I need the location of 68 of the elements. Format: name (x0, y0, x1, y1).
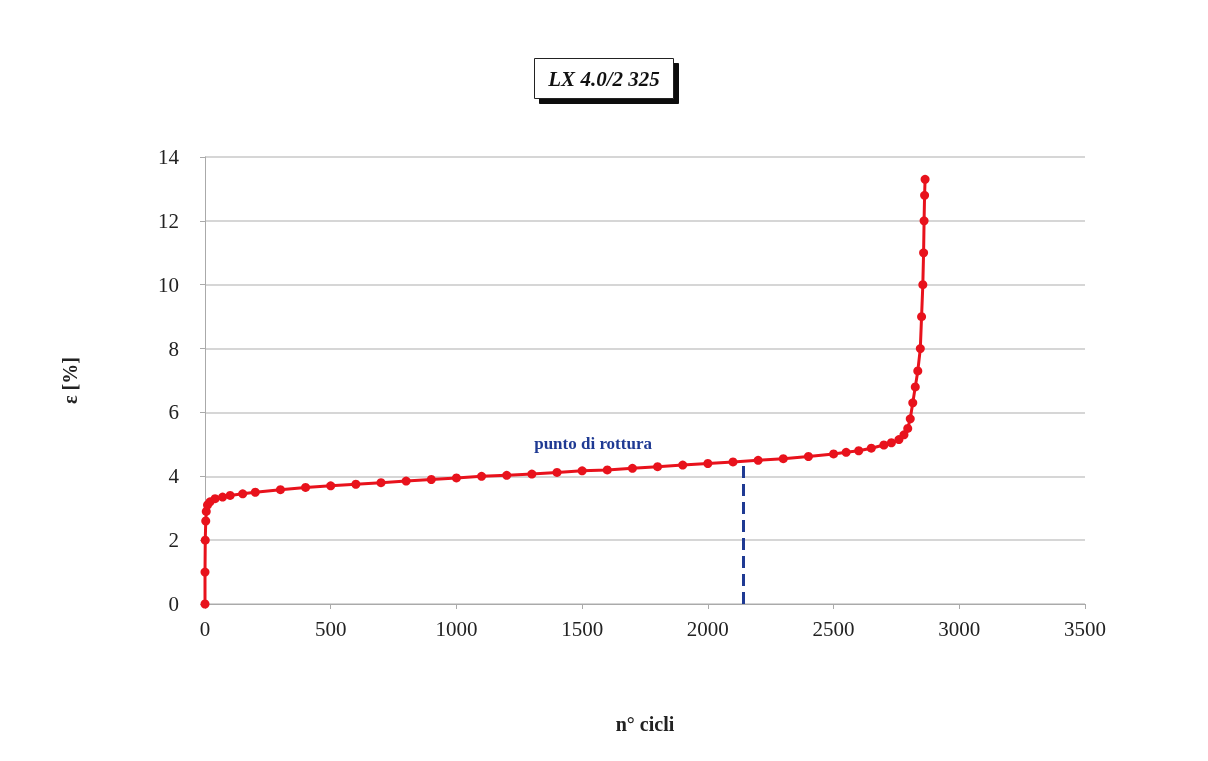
y-axis-title: ε [%] (59, 357, 81, 404)
chart-title: LX 4.0/2 325 (547, 66, 660, 91)
point (627, 463, 637, 473)
point (919, 216, 929, 226)
point (778, 454, 788, 464)
point (426, 474, 436, 484)
x-tick-label: 2500 (812, 616, 855, 641)
x-tick-label: 0 (199, 616, 211, 641)
point (502, 470, 512, 480)
point (910, 382, 920, 392)
point (879, 440, 889, 450)
point (886, 438, 896, 448)
point (920, 174, 930, 184)
point (225, 490, 235, 500)
x-tick-label: 3000 (938, 616, 981, 641)
point (753, 455, 763, 465)
point (552, 467, 562, 477)
point (854, 446, 864, 456)
point (577, 466, 587, 476)
point (841, 447, 851, 457)
point (728, 457, 738, 467)
y-tick-label: 14 (158, 145, 180, 169)
point (917, 312, 927, 322)
y-tick-label: 6 (168, 400, 179, 425)
point (919, 248, 929, 258)
point (915, 344, 925, 354)
point (451, 473, 461, 483)
point (803, 451, 813, 461)
x-axis-title: n° cicli (615, 713, 675, 735)
x-tick-label: 1000 (435, 616, 478, 641)
point (527, 469, 537, 479)
x-tick-label: 1500 (561, 616, 604, 641)
point (238, 489, 248, 499)
y-tick-label: 8 (168, 336, 179, 361)
y-tick-label: 0 (168, 592, 179, 616)
point (920, 190, 930, 200)
point (326, 481, 336, 491)
x-tick-label: 2000 (686, 616, 729, 641)
x-tick-label: 3500 (1064, 616, 1106, 641)
point (678, 460, 688, 470)
point (918, 280, 928, 290)
y-tick-label: 12 (158, 208, 179, 233)
point (477, 471, 487, 481)
point (376, 478, 386, 488)
point (301, 482, 311, 492)
x-tick-label: 500 (314, 616, 347, 641)
point (218, 492, 228, 502)
point (401, 476, 411, 486)
point (200, 599, 210, 609)
y-tick-label: 2 (168, 528, 179, 553)
point (903, 423, 913, 433)
point (351, 479, 361, 489)
ref-line-label: punto di rottura (534, 434, 653, 454)
point (201, 516, 211, 526)
y-tick-label: 10 (158, 272, 179, 297)
point (200, 535, 210, 545)
point (250, 487, 260, 497)
point (703, 459, 713, 469)
point (913, 366, 923, 376)
point (905, 414, 915, 424)
point (275, 485, 285, 495)
point (653, 462, 663, 472)
point (200, 567, 210, 577)
point (908, 398, 918, 408)
point (829, 449, 839, 459)
point (602, 465, 612, 475)
point (866, 443, 876, 453)
y-tick-label: 4 (168, 464, 180, 489)
